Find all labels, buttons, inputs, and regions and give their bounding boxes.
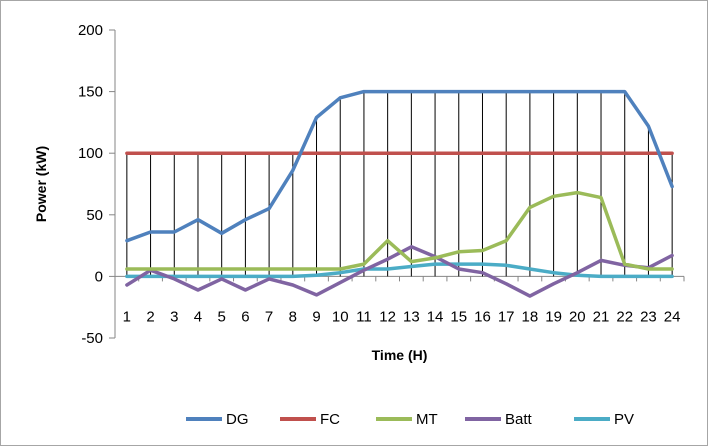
x-tick-label: 22 [616,308,633,325]
x-axis-title: Time (H) [372,347,428,363]
x-tick-label: 16 [474,308,491,325]
legend-label-mt: MT [416,411,438,428]
x-tick-label: 1 [123,308,131,325]
x-tick-label: 19 [545,308,562,325]
x-tick-label: 10 [332,308,349,325]
x-tick-label: 17 [498,308,515,325]
y-tick-label: 50 [86,207,103,224]
y-axis-title: Power (kW) [33,146,49,222]
legend-label-pv: PV [614,411,634,428]
legend-label-batt: Batt [505,411,533,428]
x-tick-label: 5 [218,308,226,325]
legend-label-fc: FC [320,411,340,428]
x-tick-label: 4 [194,308,202,325]
x-tick-label: 18 [522,308,539,325]
x-tick-label: 24 [664,308,681,325]
x-tick-label: 7 [265,308,273,325]
x-tick-label: 8 [289,308,297,325]
x-tick-label: 2 [146,308,154,325]
series-line-batt [125,245,674,298]
y-tick-label: 150 [78,84,103,101]
y-tick-label: 0 [95,268,103,285]
x-tick-label: 6 [241,308,249,325]
series-line-pv [125,262,674,279]
x-tick-label: 3 [170,308,178,325]
x-tick-label: 13 [403,308,420,325]
x-tick-label: 20 [569,308,586,325]
legend-label-dg: DG [226,411,249,428]
x-tick-label: 11 [356,308,372,325]
y-tick-label: 100 [78,145,103,162]
axes [109,29,685,339]
x-tick-label: 21 [593,308,610,325]
y-tick-label: -50 [81,330,103,347]
x-tick-label: 14 [427,308,444,325]
x-tick-label: 9 [312,308,320,325]
series-line-dg [125,89,674,243]
series-line-mt [125,190,674,271]
x-tick-label: 23 [640,308,657,325]
series-lines [125,89,674,298]
y-tick-label: 200 [78,22,103,39]
legend: DG FC MT Batt PV [186,411,634,428]
x-tick-label: 12 [379,308,396,325]
hour-droplines [126,91,673,277]
x-tick-label: 15 [450,308,467,325]
